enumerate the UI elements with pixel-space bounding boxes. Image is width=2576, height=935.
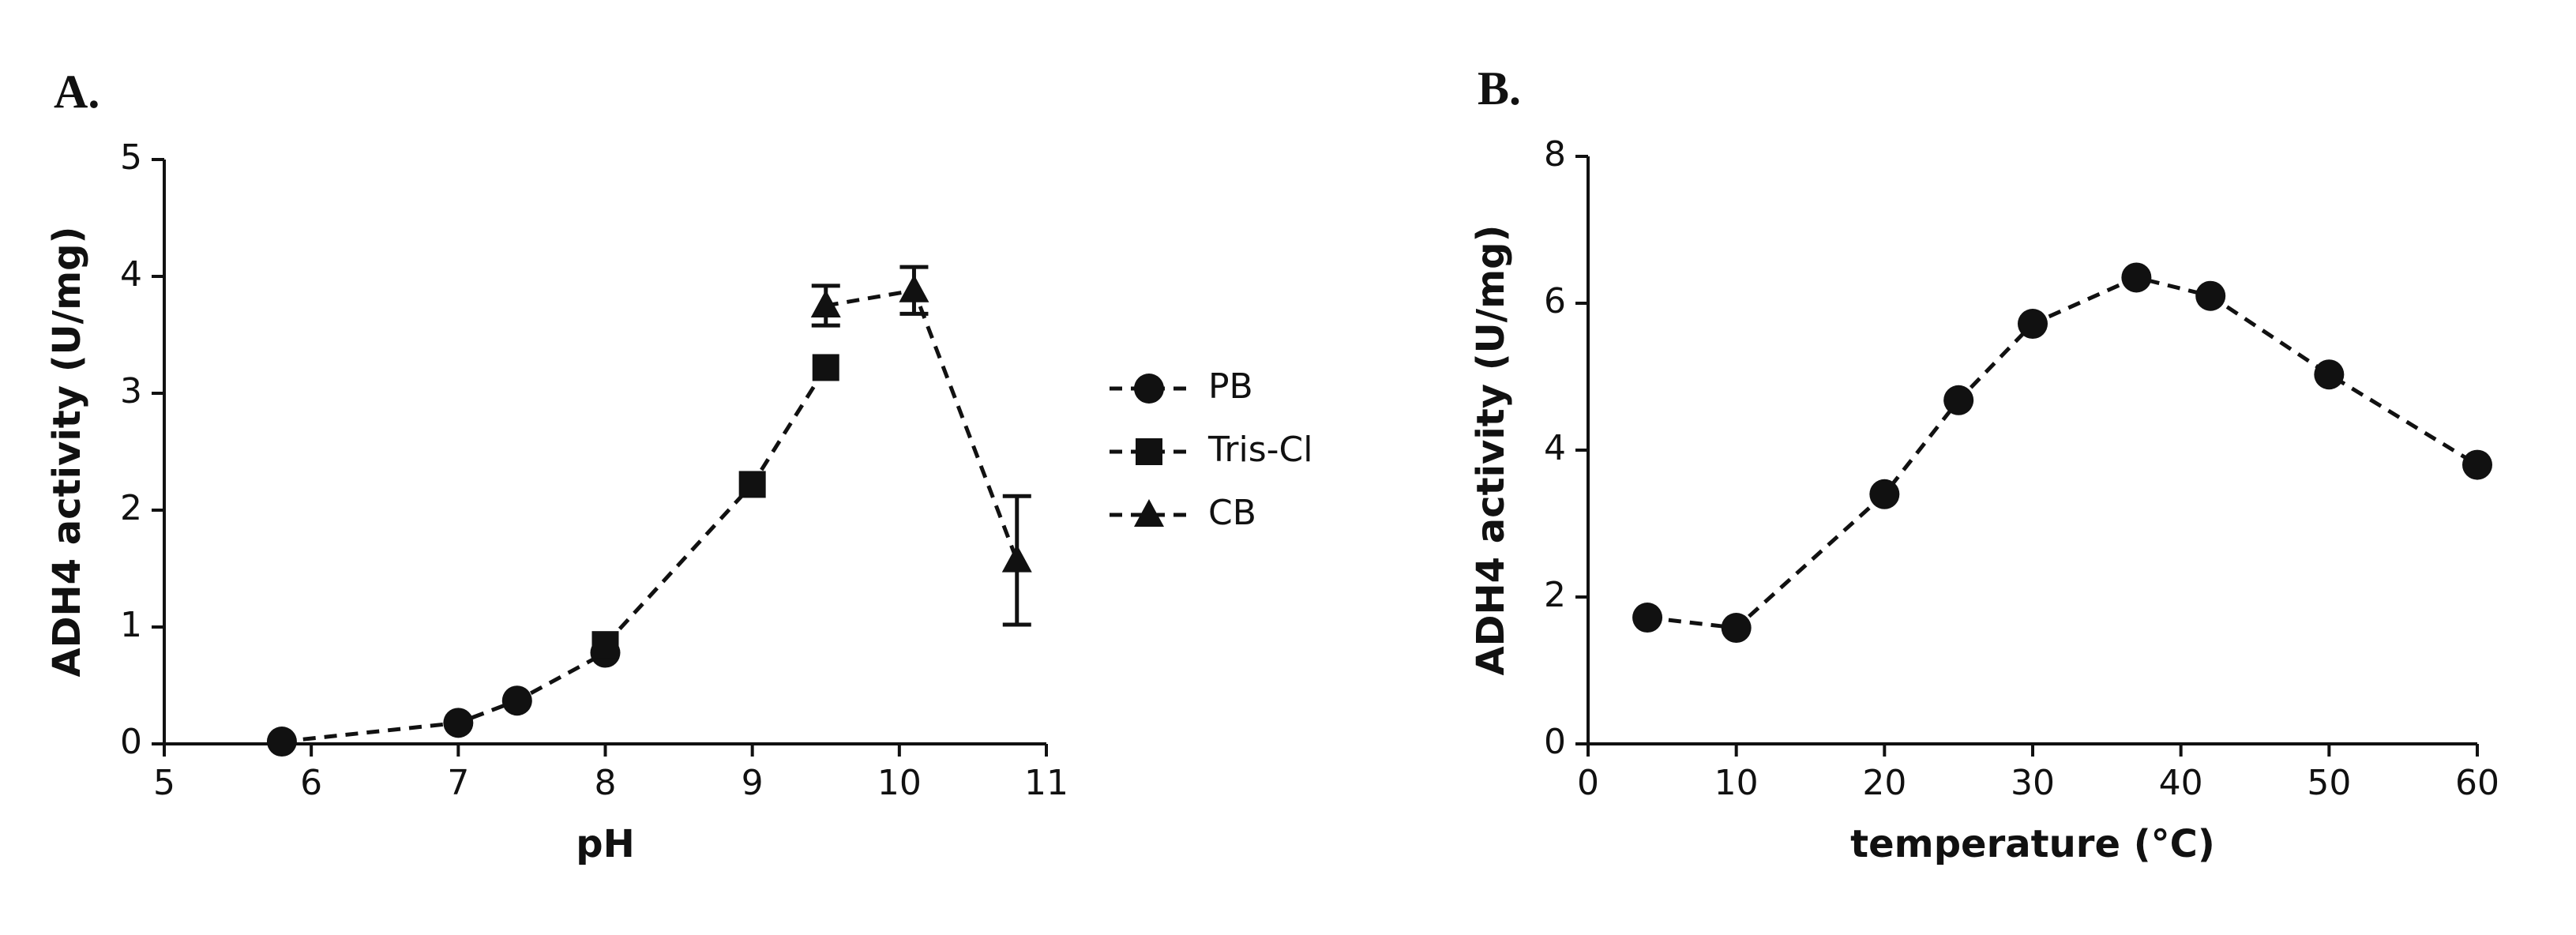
marker (501, 685, 532, 716)
data-line (825, 287, 1020, 561)
x-tick-label: 7 (447, 763, 469, 803)
y-tick-label: 1 (120, 605, 142, 645)
x-tick-label: 10 (1714, 763, 1759, 803)
y-axis-label: ADH4 activity (U/mg) (45, 227, 89, 678)
legend-marker (1134, 499, 1164, 527)
x-tick-label: 6 (300, 763, 322, 803)
marker (2018, 309, 2048, 340)
x-tick-label: 5 (153, 763, 175, 803)
y-tick-label: 0 (120, 722, 142, 762)
y-tick-label: 8 (1544, 134, 1566, 175)
legend-label: PB (1208, 366, 1253, 407)
panel-label: B. (1478, 62, 1521, 115)
marker (443, 708, 474, 738)
x-tick-label: 11 (1024, 763, 1068, 803)
y-axis-label: ADH4 activity (U/mg) (1469, 225, 1513, 676)
data-line (603, 366, 828, 646)
y-tick-label: 2 (120, 488, 142, 528)
y-tick-label: 2 (1544, 575, 1566, 615)
x-tick-label: 40 (2159, 763, 2203, 803)
marker (1721, 613, 1752, 644)
marker (1943, 385, 1974, 415)
marker (2121, 262, 2152, 293)
panel-label: A. (54, 66, 100, 118)
y-tick-label: 3 (120, 371, 142, 411)
marker (738, 471, 766, 498)
x-axis-label: temperature (°C) (1850, 822, 2215, 866)
y-tick-label: 4 (120, 254, 142, 295)
legend-label: Tris-Cl (1207, 430, 1312, 470)
marker (2195, 280, 2226, 311)
marker (899, 274, 929, 302)
data-line (281, 651, 606, 744)
legend-marker (1136, 438, 1162, 465)
x-tick-label: 0 (1577, 763, 1599, 803)
marker (1001, 544, 1032, 573)
legend-marker (1134, 374, 1164, 404)
data-line (1647, 275, 2479, 630)
x-tick-label: 60 (2455, 763, 2499, 803)
y-tick-label: 4 (1544, 428, 1566, 468)
marker (812, 354, 839, 381)
marker (2314, 359, 2345, 390)
x-tick-label: 9 (742, 763, 764, 803)
x-tick-label: 10 (877, 763, 922, 803)
y-tick-label: 5 (120, 137, 142, 178)
marker (266, 727, 297, 757)
x-axis-label: pH (576, 822, 635, 866)
x-tick-label: 20 (1862, 763, 1906, 803)
marker (591, 631, 619, 659)
marker (1869, 479, 1900, 509)
x-tick-label: 50 (2307, 763, 2351, 803)
marker (1632, 603, 1663, 633)
marker (810, 290, 841, 317)
y-tick-label: 6 (1544, 281, 1566, 321)
x-tick-label: 8 (595, 763, 617, 803)
legend-label: CB (1208, 493, 1256, 533)
marker (2462, 449, 2492, 480)
x-tick-label: 30 (2011, 763, 2055, 803)
y-tick-label: 0 (1544, 722, 1566, 762)
